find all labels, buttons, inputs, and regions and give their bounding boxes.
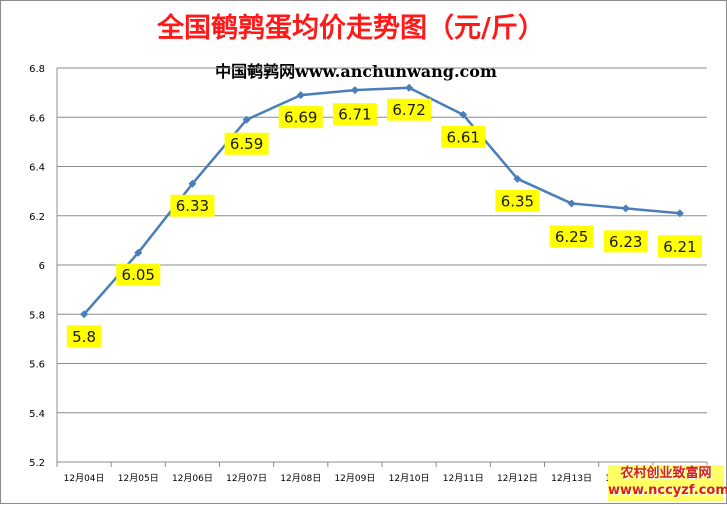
x-tick-label: 12月07日 (226, 473, 267, 484)
data-point (567, 199, 576, 208)
x-tick-label: 12月06日 (172, 473, 213, 484)
x-tick-label: 12月04日 (64, 473, 105, 484)
x-tick-label: 12月05日 (118, 473, 159, 484)
data-label-box (441, 125, 486, 148)
data-label: 6.23 (609, 233, 642, 251)
watermark: 农村创业致富网 www.nccyzf.com (608, 465, 727, 501)
data-label-box (116, 263, 161, 286)
watermark-line1: 农村创业致富网 (620, 466, 712, 481)
data-labels: 5.8 6.05 6.33 6.59 6.69 6.71 6.72 6.61 6.35 6.25 6… (66, 98, 702, 348)
data-label: 6.35 (501, 192, 534, 210)
data-point (134, 248, 143, 257)
data-label-box (66, 325, 102, 348)
x-tick-label: 12月09日 (334, 473, 375, 484)
y-tick-label: 5.8 (29, 310, 45, 321)
data-label-box (387, 98, 432, 121)
data-label: 6.05 (122, 266, 155, 284)
x-tick-label: 12月12日 (497, 473, 538, 484)
data-label: 6.25 (555, 228, 588, 246)
grid-lines (57, 67, 707, 463)
y-tick-label: 5.6 (29, 360, 45, 371)
data-label-box (495, 189, 540, 212)
x-tick-label: 12月13日 (551, 473, 592, 484)
data-label-box (170, 194, 215, 217)
data-point (513, 174, 522, 183)
x-tick-label: 12月11日 (443, 473, 484, 484)
y-tick-label: 6 (39, 261, 45, 272)
data-point (405, 83, 414, 92)
watermark-line2: www.nccyzf.com (608, 483, 727, 498)
data-point (350, 86, 359, 95)
x-tick-label: 12月10日 (389, 473, 430, 484)
data-label-box (549, 225, 594, 248)
data-label: 6.72 (392, 101, 425, 119)
data-label-box (278, 106, 323, 129)
data-label: 6.61 (447, 128, 480, 146)
y-tick-label: 6.8 (29, 64, 45, 75)
chart-title: 全国鹌鹑蛋均价走势图（元/斤） (156, 12, 545, 44)
y-tick-label: 5.4 (29, 409, 45, 420)
y-tick-label: 6.6 (29, 113, 45, 124)
x-axis-ticks: 12月04日 12月05日 12月06日 12月07日 12月08日 12月09日 12月1… (64, 473, 701, 484)
data-label: 6.69 (284, 109, 317, 127)
data-label-box (657, 235, 702, 258)
data-point (242, 115, 251, 124)
y-tick-label: 5.2 (29, 458, 45, 469)
data-label-box (603, 230, 648, 253)
data-label: 6.33 (176, 197, 209, 215)
data-point (80, 310, 89, 319)
data-label: 6.59 (230, 135, 263, 153)
data-point (621, 204, 630, 213)
data-label: 5.8 (72, 328, 96, 346)
data-label-box (332, 103, 377, 126)
data-label: 6.71 (338, 106, 371, 124)
y-axis-ticks: 5.2 5.4 5.6 5.8 6 6.2 6.4 6.6 6.8 (29, 64, 45, 469)
data-label-box (224, 132, 269, 155)
y-tick-label: 6.2 (29, 212, 45, 223)
y-tick-label: 6.4 (29, 163, 45, 174)
data-point (296, 91, 305, 100)
x-tick-label: 12月08日 (280, 473, 321, 484)
data-point (459, 110, 468, 119)
data-point (188, 179, 197, 188)
data-point (675, 209, 684, 218)
data-label: 6.21 (663, 238, 696, 256)
chart-subtitle: 中国鹌鹑网www.anchunwang.com (215, 62, 497, 81)
